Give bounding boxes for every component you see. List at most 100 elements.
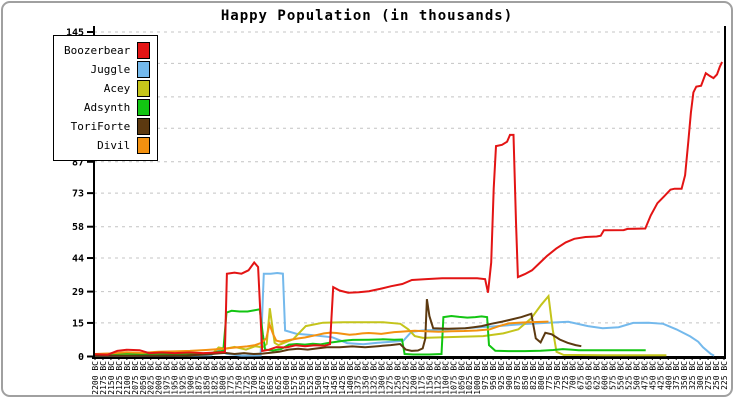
x-tick-label: 2125 BC	[115, 361, 124, 395]
x-tick-label: 250 BC	[712, 361, 721, 390]
x-tick-label: 1625 BC	[274, 361, 283, 395]
x-tick-label: 625 BC	[593, 361, 602, 390]
x-tick-label: 325 BC	[688, 361, 697, 390]
series-line-toriforte	[95, 299, 582, 357]
x-tick-label: 2050 BC	[139, 361, 148, 395]
x-tick-label: 1925 BC	[179, 361, 188, 395]
y-tick-label: 58	[72, 222, 84, 233]
x-tick-label: 1400 BC	[346, 361, 355, 395]
x-tick-label: 825 BC	[529, 361, 538, 390]
x-tick-label: 400 BC	[664, 361, 673, 390]
legend-label: Adsynth	[83, 101, 131, 114]
y-tick-label: 15	[72, 318, 84, 329]
x-tick-label: 1700 BC	[250, 361, 259, 395]
series-line-adsynth	[94, 308, 646, 357]
x-tick-label: 2100 BC	[123, 361, 132, 395]
x-tick-label: 1275 BC	[386, 361, 395, 395]
x-tick-label: 1000 BC	[473, 361, 482, 395]
legend: Boozerbear Juggle Acey Adsynth ToriForte Divi…	[53, 35, 159, 161]
x-tick-label: 1450 BC	[330, 361, 339, 395]
x-tick-label: 725 BC	[561, 361, 570, 390]
x-tick-label: 1900 BC	[187, 361, 196, 395]
x-tick-label: 475 BC	[640, 361, 649, 390]
x-tick-label: 1575 BC	[290, 361, 299, 395]
chart-frame: Happy Population (in thousands) 0 15 29 44 5…	[1, 1, 733, 397]
x-tick-label: 1975 BC	[163, 361, 172, 395]
x-tick-label: 900 BC	[505, 361, 514, 390]
x-tick-label: 375 BC	[672, 361, 681, 390]
x-tick-label: 575 BC	[609, 361, 618, 390]
x-tick-label: 1725 BC	[242, 361, 251, 395]
x-tick-label: 1300 BC	[378, 361, 387, 395]
x-tick-label: 1650 BC	[266, 361, 275, 395]
y-tick-label: 29	[72, 287, 84, 298]
y-tick-label: 87	[72, 157, 84, 168]
legend-item-boozerbear: Boozerbear	[64, 41, 151, 60]
x-tick-label: 2025 BC	[147, 361, 156, 395]
x-tick-label: 1850 BC	[202, 361, 211, 395]
x-tick-label: 1325 BC	[370, 361, 379, 395]
legend-swatch	[137, 61, 151, 78]
x-tick-label: 425 BC	[656, 361, 665, 390]
x-tick-label: 1875 BC	[195, 361, 204, 395]
legend-swatch	[137, 42, 151, 59]
legend-label: Juggle	[90, 63, 131, 76]
x-tick-label: 700 BC	[569, 361, 578, 390]
x-tick-label: 225 BC	[720, 361, 729, 390]
x-tick-label: 525 BC	[624, 361, 633, 390]
x-tick-label: 1425 BC	[338, 361, 347, 395]
legend-label: Acey	[103, 82, 131, 95]
x-tick-label: 1825 BC	[210, 361, 219, 395]
legend-swatch	[137, 99, 151, 116]
legend-item-adsynth: Adsynth	[64, 98, 151, 117]
x-tick-label: 800 BC	[537, 361, 546, 390]
x-tick-label: 600 BC	[601, 361, 610, 390]
x-tick-label: 1025 BC	[465, 361, 474, 395]
x-tick-label: 1950 BC	[171, 361, 180, 395]
legend-label: Boozerbear	[64, 44, 131, 57]
chart-title: Happy Population (in thousands)	[220, 8, 514, 24]
x-tick-label: 1550 BC	[298, 361, 307, 395]
legend-item-acey: Acey	[64, 79, 151, 98]
x-tick-label: 2200 BC	[91, 361, 100, 395]
legend-item-divil: Divil	[64, 136, 151, 155]
x-tick-label: 975 BC	[481, 361, 490, 390]
x-tick-label: 2075 BC	[131, 361, 140, 395]
x-tick-label: 1600 BC	[282, 361, 291, 395]
x-tick-label: 500 BC	[632, 361, 641, 390]
x-tick-label: 1350 BC	[362, 361, 371, 395]
legend-item-toriforte: ToriForte	[64, 117, 151, 136]
x-tick-label: 1200 BC	[409, 361, 418, 395]
x-tick-label: 1075 BC	[449, 361, 458, 395]
x-tick-label: 1050 BC	[457, 361, 466, 395]
x-tick-label: 1125 BC	[433, 361, 442, 395]
x-tick-label: 1775 BC	[226, 361, 235, 395]
x-tick-label: 2000 BC	[155, 361, 164, 395]
y-tick-label: 73	[72, 189, 84, 200]
x-tick-label: 775 BC	[545, 361, 554, 390]
legend-label: ToriForte	[70, 120, 131, 133]
legend-label: Divil	[97, 139, 131, 152]
x-tick-label: 1675 BC	[258, 361, 267, 395]
x-tick-label: 950 BC	[489, 361, 498, 390]
x-tick-label: 925 BC	[497, 361, 506, 390]
x-tick-label: 300 BC	[696, 361, 705, 390]
x-tick-label: 1100 BC	[441, 361, 450, 395]
x-tick-label: 1800 BC	[218, 361, 227, 395]
x-tick-label: 550 BC	[616, 361, 625, 390]
x-tick-label: 675 BC	[577, 361, 586, 390]
x-tick-label: 1225 BC	[402, 361, 411, 395]
x-tick-label: 1250 BC	[394, 361, 403, 395]
x-tick-label: 275 BC	[704, 361, 713, 390]
legend-swatch	[137, 80, 151, 97]
legend-item-juggle: Juggle	[64, 60, 151, 79]
series-line-divil	[94, 320, 549, 355]
series-line-juggle	[95, 271, 715, 357]
x-tick-label: 750 BC	[553, 361, 562, 390]
y-tick-label: 0	[78, 352, 84, 363]
x-tick-label: 2150 BC	[107, 361, 116, 395]
x-tick-label: 1175 BC	[417, 361, 426, 395]
x-tick-label: 1475 BC	[322, 361, 331, 395]
x-tick-label: 850 BC	[521, 361, 530, 390]
